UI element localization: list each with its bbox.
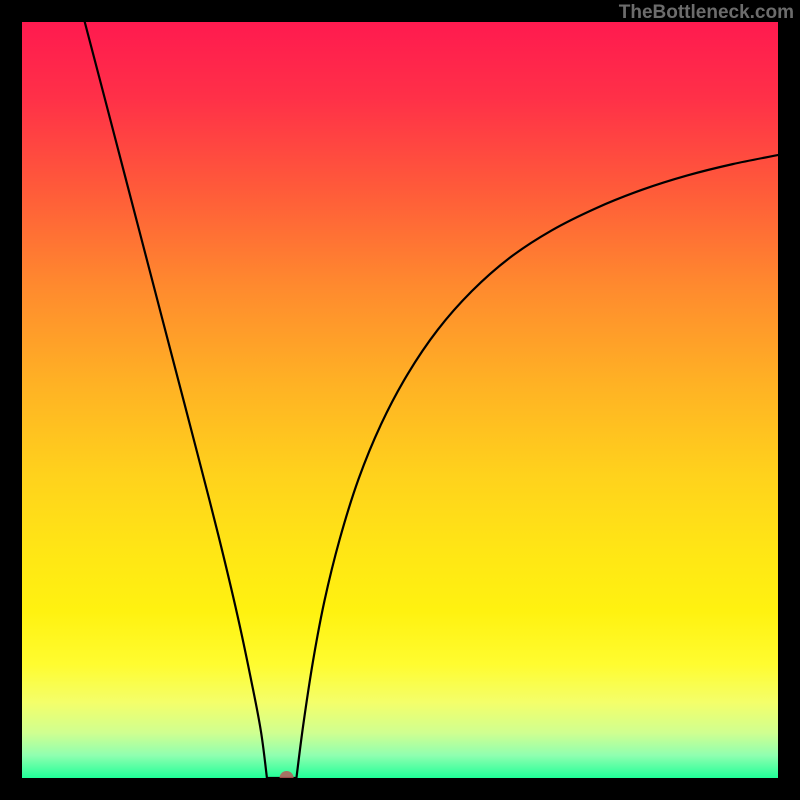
watermark-text: TheBottleneck.com — [619, 2, 794, 24]
minimum-marker — [280, 771, 294, 778]
curve-layer — [22, 22, 778, 778]
plot-area — [22, 22, 778, 778]
curve-left-branch — [85, 22, 267, 778]
curve-right-branch — [296, 155, 778, 778]
chart-container: TheBottleneck.com — [0, 0, 800, 800]
